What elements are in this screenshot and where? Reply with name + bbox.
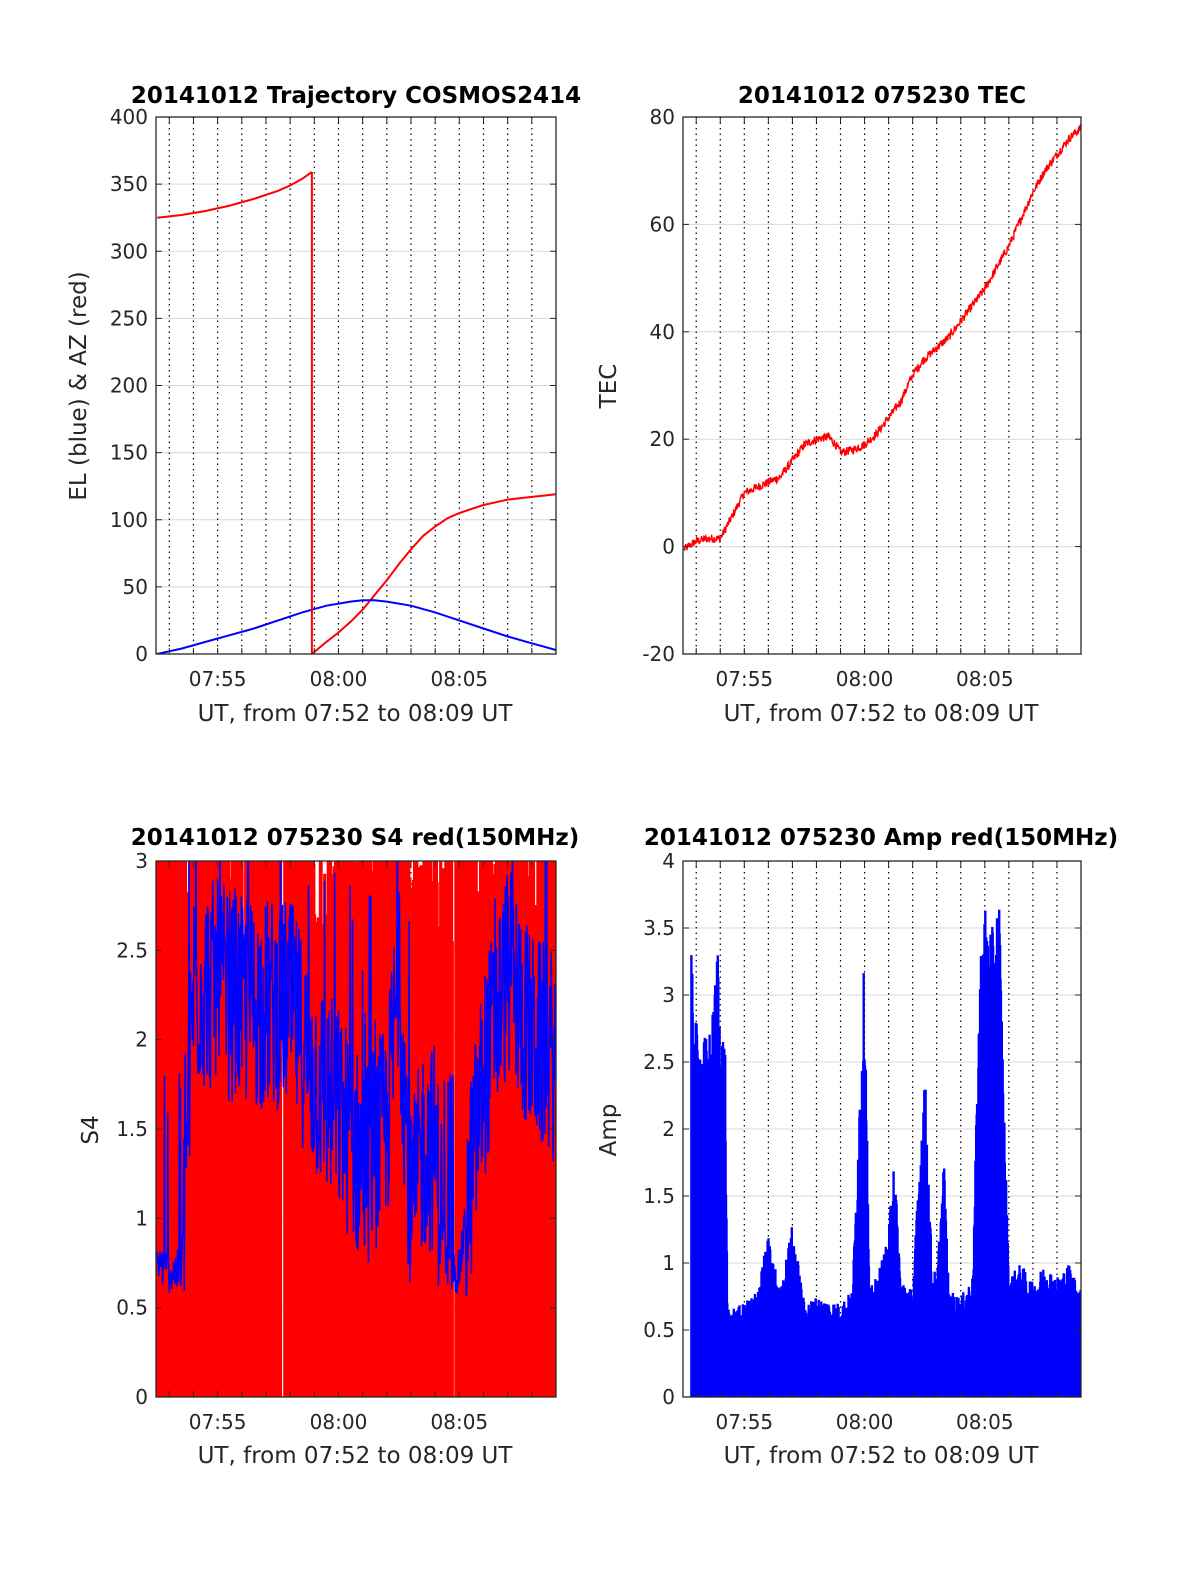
plot-area [690,909,1081,1397]
ytick-label: 400 [110,105,148,129]
plot-area [156,171,556,654]
ytick-label: 60 [650,212,675,236]
ytick-label: 0 [135,642,148,666]
ytick-label: 0.5 [643,1318,675,1342]
ytick-label: 50 [123,575,148,599]
ytick-label: 3 [662,983,675,1007]
series-amp-fill [690,909,1081,1397]
ytick-label: 2.5 [116,938,148,962]
tec-title: 20141012 075230 TEC [738,83,1026,109]
amp-ylabel: Amp [596,1104,622,1157]
ytick-label: 2 [135,1028,148,1052]
ytick-label: 300 [110,239,148,263]
s4-ylabel: S4 [78,1115,104,1144]
xtick-label: 08:00 [310,667,368,691]
ytick-label: 2 [662,1117,675,1141]
xtick-label: 07:55 [189,667,247,691]
s4-panel: 20141012 075230 S4 red(150MHz) UT, from … [78,825,580,1469]
ytick-label: 0 [135,1385,148,1409]
trajectory-title: 20141012 Trajectory COSMOS2414 [131,83,581,109]
amp-xlabel: UT, from 07:52 to 08:09 UT [724,1443,1040,1469]
ytick-label: 20 [650,427,675,451]
ytick-label: 1.5 [643,1184,675,1208]
ytick-label: 40 [650,320,675,344]
tec-ylabel: TEC [596,364,622,410]
series-s4-blue-line [156,861,556,1297]
ytick-label: -20 [642,642,675,666]
xtick-label: 08:00 [836,1410,894,1434]
ytick-label: 2.5 [643,1050,675,1074]
s4-xlabel: UT, from 07:52 to 08:09 UT [198,1443,514,1469]
plot-area [683,124,1081,551]
xtick-label: 07:55 [189,1410,247,1434]
ytick-label: 3 [135,849,148,873]
xtick-label: 07:55 [716,667,774,691]
ytick-label: 1 [662,1251,675,1275]
xtick-label: 08:05 [956,1410,1014,1434]
s4-title: 20141012 075230 S4 red(150MHz) [131,825,580,851]
ytick-label: 100 [110,508,148,532]
plot-area [156,861,556,1397]
xtick-label: 07:55 [716,1410,774,1434]
tec-panel: 20141012 075230 TEC UT, from 07:52 to 08… [596,83,1082,727]
ytick-label: 150 [110,441,148,465]
trajectory-panel: 20141012 Trajectory COSMOS2414 UT, from … [66,83,581,727]
ytick-label: 200 [110,374,148,398]
xtick-label: 08:00 [836,667,894,691]
series-el-line [156,599,556,654]
amp-panel: 20141012 075230 Amp red(150MHz) UT, from… [596,825,1118,1469]
axes-box [682,116,1082,655]
ytick-label: 80 [650,105,675,129]
xtick-label: 08:00 [310,1410,368,1434]
xtick-label: 08:05 [431,1410,489,1434]
series-az-line [157,171,313,219]
ytick-label: 4 [662,849,675,873]
xtick-label: 08:05 [431,667,489,691]
ytick-label: 0.5 [116,1296,148,1320]
ytick-label: 1 [135,1206,148,1230]
series-az-line [311,493,556,654]
trajectory-ylabel: EL (blue) & AZ (red) [66,271,92,500]
ytick-label: 0 [662,1385,675,1409]
xtick-label: 08:05 [956,667,1014,691]
tec-xlabel: UT, from 07:52 to 08:09 UT [724,701,1040,727]
series-tec-line [683,124,1081,551]
ytick-label: 250 [110,306,148,330]
ytick-label: 1.5 [116,1117,148,1141]
ytick-label: 3.5 [643,916,675,940]
ytick-label: 350 [110,172,148,196]
amp-title: 20141012 075230 Amp red(150MHz) [644,825,1118,851]
ytick-label: 0 [662,535,675,559]
trajectory-xlabel: UT, from 07:52 to 08:09 UT [198,701,514,727]
